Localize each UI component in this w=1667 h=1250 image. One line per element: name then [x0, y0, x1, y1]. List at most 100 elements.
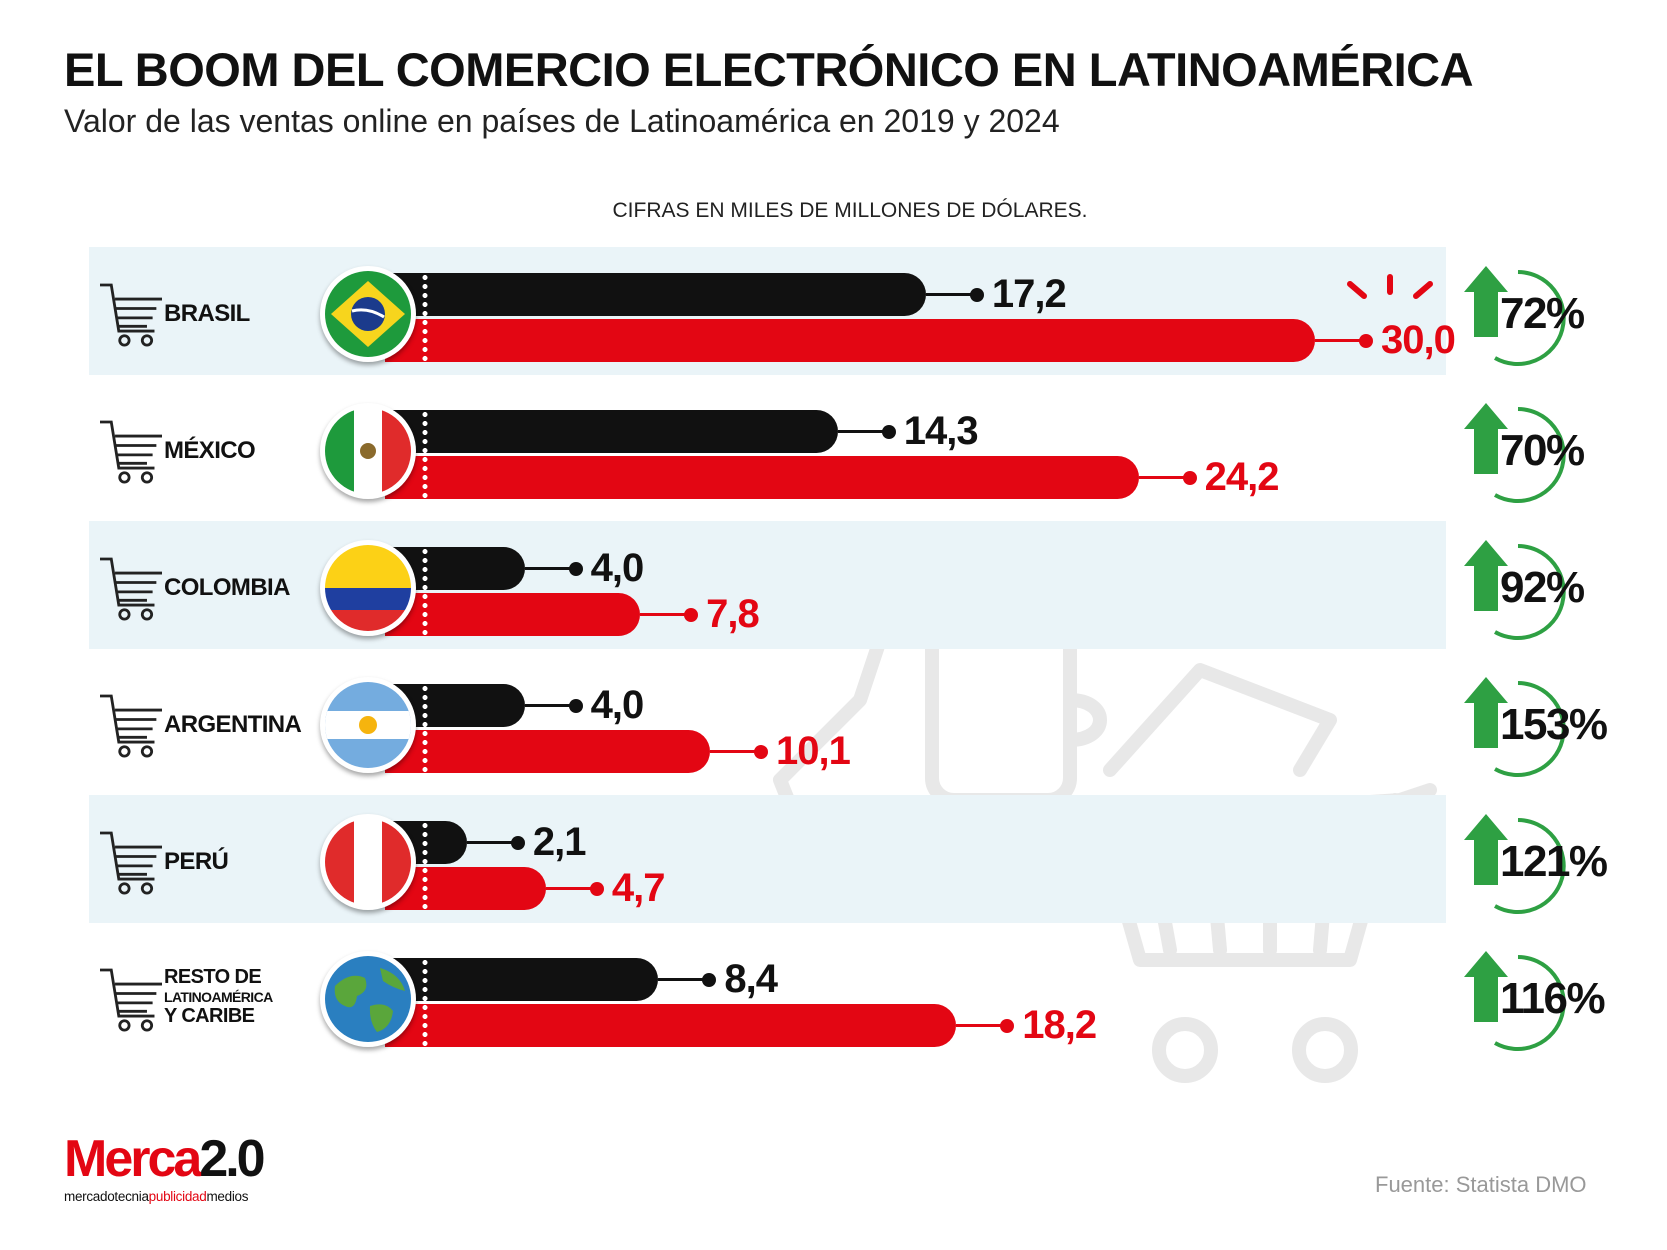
- dot-2024: [1182, 471, 1197, 485]
- bar-2024: [385, 319, 1315, 362]
- value-label-2019: 17,2: [991, 272, 1067, 316]
- mexico-flag: [320, 403, 416, 499]
- bar-2019: [385, 273, 926, 316]
- value-label-2019: 4,0: [590, 546, 645, 590]
- row-0: BRASIL 17,2 30,0 72%: [0, 252, 1667, 380]
- dot-2019: [702, 973, 717, 987]
- logo-red: Merca: [64, 1130, 202, 1188]
- growth-percent: 116%: [1500, 974, 1606, 1023]
- growth-arc: [1494, 407, 1566, 503]
- growth-arc: [1494, 681, 1566, 777]
- connector-2024: [640, 613, 689, 616]
- bar-2024: [385, 1004, 957, 1047]
- value-label-2024: 18,2: [1022, 1003, 1097, 1047]
- dot-2024: [754, 745, 769, 759]
- cart-icon: [100, 280, 162, 357]
- cart-icon: [100, 554, 162, 631]
- growth-percent: 72%: [1500, 289, 1585, 338]
- dot-2019: [881, 425, 896, 439]
- value-label-2019: 8,4: [724, 957, 778, 1001]
- cart-icon: [100, 691, 162, 768]
- argentina-flag: [320, 677, 416, 773]
- row-band: [89, 795, 1446, 923]
- bar-perforation: [422, 410, 428, 499]
- dot-2024: [1359, 334, 1373, 348]
- arrow-up-icon: [1464, 951, 1508, 1022]
- bar-2024: [385, 456, 1139, 499]
- value-label-2024: 4,7: [611, 866, 666, 910]
- value-label-2019: 14,3: [903, 409, 979, 453]
- peru-flag: [320, 814, 416, 910]
- growth-indicator: [1464, 403, 1566, 503]
- value-label-2019: 4,0: [590, 683, 645, 727]
- source-note: Fuente: Statista DMO: [1375, 1172, 1587, 1197]
- country-label: BRASIL: [164, 300, 250, 327]
- connector-2024: [545, 887, 594, 890]
- growth-indicator: [1464, 266, 1566, 366]
- cart-icon: [100, 417, 162, 494]
- growth-percent: 70%: [1500, 426, 1585, 475]
- country-label: ARGENTINA: [164, 711, 302, 738]
- dot-2019: [568, 562, 583, 576]
- bar-perforation: [422, 821, 428, 910]
- growth-indicator: [1464, 951, 1566, 1051]
- connector-2019: [466, 841, 515, 844]
- logo-tag-2: publicidad: [148, 1189, 207, 1204]
- growth-arc: [1494, 818, 1566, 914]
- connector-2024: [1315, 339, 1363, 342]
- row-2: COLOMBIA 4,0 7,8 92%: [0, 526, 1667, 654]
- row-3: ARGENTINA 4,0 10,1 153%: [0, 663, 1667, 791]
- country-label: RESTO DE LATINOAMÉRICA Y CARIBE: [164, 967, 273, 1027]
- dot-2024: [589, 882, 604, 896]
- highlight-burst-icon: [1347, 274, 1433, 299]
- unit-note: CIFRAS EN MILES DE MILLONES DE DÓLARES.: [612, 199, 1088, 222]
- connector-2024: [710, 750, 759, 753]
- connector-2024: [956, 1024, 1005, 1027]
- row-1: MÉXICO 14,3 24,2 70%: [0, 389, 1667, 517]
- value-label-2024: 7,8: [706, 592, 760, 636]
- row-5: RESTO DE LATINOAMÉRICA Y CARIBE 8,4 18,2 1…: [0, 937, 1667, 1065]
- dot-2019: [510, 836, 525, 850]
- bar-perforation: [422, 547, 428, 636]
- bar-2019: [385, 958, 659, 1001]
- chart-title: EL BOOM DEL COMERCIO ELECTRÓNICO EN LATI…: [64, 43, 1474, 96]
- connector-2019: [524, 567, 573, 570]
- dot-2024: [684, 608, 699, 622]
- connector-2019: [925, 293, 974, 296]
- country-label-line: RESTO DE: [164, 966, 262, 988]
- growth-indicator: [1464, 677, 1566, 777]
- country-label: MÉXICO: [164, 437, 256, 464]
- dot-2024: [1000, 1019, 1015, 1033]
- connector-2019: [524, 704, 573, 707]
- dot-2019: [568, 699, 583, 713]
- dot-2019: [969, 288, 984, 302]
- logo-tag-1: mercadotecnia: [64, 1189, 149, 1204]
- arrow-up-icon: [1464, 266, 1508, 337]
- logo-tag-3: medios: [206, 1189, 249, 1204]
- growth-percent: 121%: [1500, 837, 1608, 886]
- growth-percent: 153%: [1500, 700, 1608, 749]
- connector-2024: [1138, 476, 1187, 479]
- colombia-flag: [320, 540, 416, 636]
- value-label-2019: 2,1: [532, 820, 587, 864]
- country-label: PERÚ: [164, 848, 229, 875]
- growth-arc: [1494, 544, 1566, 640]
- connector-2019: [658, 978, 707, 981]
- chart-subtitle: Valor de las ventas online en países de …: [64, 103, 1060, 139]
- value-label-2024: 30,0: [1381, 318, 1456, 362]
- logo-black: 2.0: [199, 1130, 265, 1188]
- arrow-up-icon: [1464, 403, 1508, 474]
- cart-icon: [100, 828, 162, 905]
- connector-2019: [837, 430, 886, 433]
- globe-icon: [320, 951, 416, 1047]
- merca20-logo: Merca2.0 mercadotecniapublicidadmedios: [64, 1130, 266, 1205]
- arrow-up-icon: [1464, 540, 1508, 611]
- growth-indicator: [1464, 814, 1566, 914]
- cart-icon: [100, 965, 162, 1042]
- bar-2024: [385, 730, 711, 773]
- country-label-line: Y CARIBE: [164, 1005, 255, 1027]
- arrow-up-icon: [1464, 677, 1508, 748]
- value-label-2024: 10,1: [776, 729, 851, 773]
- bar-perforation: [422, 958, 428, 1047]
- growth-arc: [1494, 955, 1566, 1051]
